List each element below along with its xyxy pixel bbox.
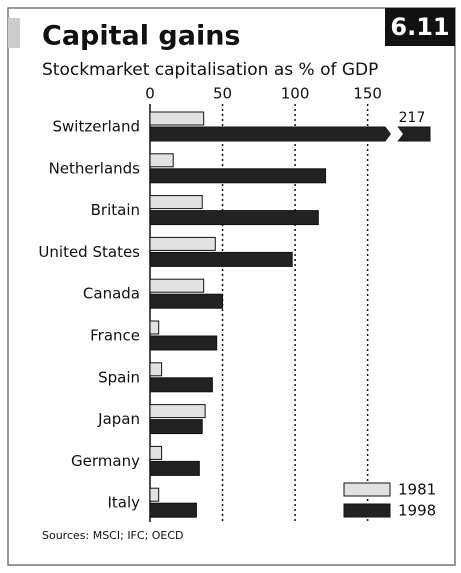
- legend-swatch: [343, 482, 391, 497]
- bar: [149, 210, 319, 226]
- bar: [149, 487, 160, 502]
- chart-subtitle: Stockmarket capitalisation as % of GDP: [42, 60, 378, 80]
- y-tick-label: Switzerland: [53, 118, 141, 136]
- source: Sources: MSCI; IFC; OECD: [42, 529, 184, 542]
- bar: [149, 419, 203, 435]
- y-tick-label: Italy: [107, 494, 140, 512]
- bar: [149, 460, 200, 476]
- bar: [149, 404, 206, 419]
- bar: [149, 153, 174, 168]
- y-tick-label: Germany: [71, 452, 140, 470]
- bar: [149, 126, 431, 142]
- bar: [149, 251, 293, 267]
- y-tick-label: Canada: [83, 285, 140, 303]
- bar: [149, 293, 224, 309]
- y-tick-label: Netherlands: [49, 159, 141, 177]
- y-tick-label: Spain: [98, 368, 140, 386]
- bar: [149, 502, 197, 518]
- bar: [149, 377, 213, 393]
- legend-label: 1981: [398, 481, 436, 499]
- frame: [7, 7, 456, 566]
- x-tick-label: 0: [145, 85, 155, 103]
- bar: [149, 168, 327, 184]
- bar: [149, 362, 163, 377]
- legend-label: 1998: [398, 502, 436, 520]
- accent: [8, 18, 20, 48]
- break: [385, 126, 403, 142]
- x-tick-label: 100: [281, 85, 310, 103]
- chart-title: Capital gains: [42, 21, 241, 52]
- bar: [149, 236, 216, 251]
- bar: [149, 278, 205, 293]
- value-label: 217: [399, 110, 426, 126]
- legend-swatch: [343, 503, 391, 518]
- x-tick-label: 50: [213, 85, 232, 103]
- badge-box: [385, 8, 455, 46]
- bar: [149, 335, 218, 351]
- y-tick-label: Japan: [97, 410, 140, 428]
- bar: [149, 195, 203, 210]
- y-tick-label: United States: [38, 243, 140, 261]
- x-tick-label: 150: [353, 85, 382, 103]
- bar: [149, 320, 160, 335]
- bar: [149, 445, 163, 460]
- y-tick-label: Britain: [91, 201, 140, 219]
- bar: [149, 111, 205, 126]
- y-tick-label: France: [90, 327, 140, 345]
- badge: 6.11: [390, 13, 449, 41]
